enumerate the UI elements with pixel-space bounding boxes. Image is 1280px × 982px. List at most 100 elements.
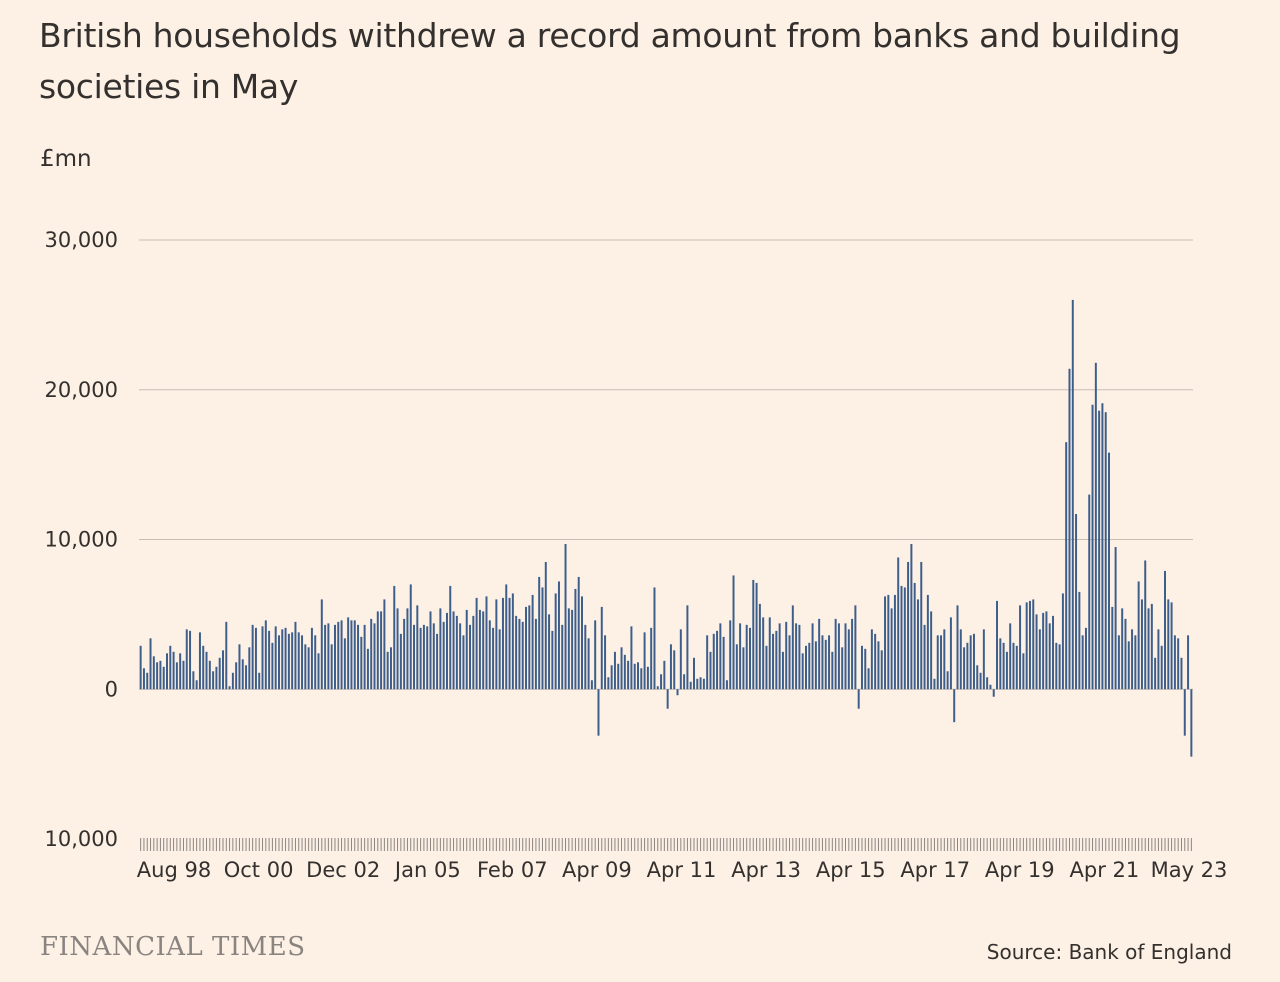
bar [317,653,320,690]
bar [959,629,962,690]
bar [890,608,893,690]
bar [360,636,363,690]
bar [347,617,350,690]
bar [656,686,659,690]
bar [574,588,577,690]
x-tick-label: Apr 13 [731,858,801,882]
y-tick-label: 30,000 [45,228,118,252]
bar [208,660,211,690]
bar [1117,635,1120,690]
bar [1180,657,1183,690]
bar [235,662,238,690]
bar [416,605,419,690]
bar [650,627,653,690]
bar [146,672,149,690]
bar [172,651,175,690]
bar [716,630,719,690]
bar [831,651,834,690]
gridlines [139,239,1193,690]
bar [1038,629,1041,690]
bar [544,561,547,690]
bar [584,624,587,690]
bar [469,624,472,690]
bar [261,626,264,690]
bar [581,596,583,690]
bar [933,678,936,690]
bar [1108,452,1110,690]
bar [643,632,646,690]
bar [501,597,504,690]
bar [765,645,768,690]
x-tick-label: Apr 15 [816,858,886,882]
bar [669,644,672,690]
bar [577,576,580,690]
bar [139,645,142,690]
bar [1052,615,1055,690]
bar [732,575,735,690]
bar [1055,642,1058,690]
bar [604,635,607,690]
bar [623,654,626,690]
bar [1045,611,1048,690]
bar [149,638,152,690]
bar [366,648,369,690]
bar [844,623,847,690]
bar [943,629,946,690]
bar [241,659,244,690]
x-tick-label: Oct 00 [224,858,294,882]
bar [1009,623,1012,690]
bar [557,581,560,690]
x-tick-label: Aug 98 [137,858,211,882]
bar [1187,635,1190,690]
bar [320,599,323,690]
bar [1124,618,1127,690]
bar [337,621,340,690]
bar [485,596,488,690]
bar [343,638,346,690]
bar [801,653,804,690]
bar [749,627,751,690]
bar [1075,514,1078,690]
bar [1134,635,1137,690]
bar [999,638,1002,690]
bar [1065,442,1068,690]
bar [979,672,982,690]
bar [913,582,916,690]
bar [518,618,521,690]
x-tick-label: Apr 17 [900,858,970,882]
bar [452,611,455,690]
bar [788,635,791,690]
bar [166,653,168,690]
bar [791,605,794,690]
bar [271,642,274,690]
bar [281,629,284,690]
bar [380,611,383,690]
bar [175,662,178,690]
bar [1019,605,1022,690]
bar [185,629,188,690]
bar [1173,635,1176,690]
bar [860,645,863,690]
bar [709,651,712,690]
bar [498,629,501,690]
bar [689,681,692,690]
bar [594,620,597,690]
bar [554,593,557,690]
bar [742,647,745,690]
x-axis-ticks [140,838,1192,851]
bar [1137,581,1140,690]
bar [534,618,537,690]
bar [897,557,900,690]
bar [314,635,317,690]
bar [1170,602,1173,690]
bar [818,618,821,690]
bar [1111,606,1114,690]
x-tick-label: Jan 05 [393,858,461,882]
bar [755,582,758,690]
bar [301,635,304,690]
bar [758,603,761,690]
bar [393,585,396,690]
bar [1081,635,1084,690]
bar [436,633,439,690]
y-tick-label: 10,000 [45,528,118,552]
